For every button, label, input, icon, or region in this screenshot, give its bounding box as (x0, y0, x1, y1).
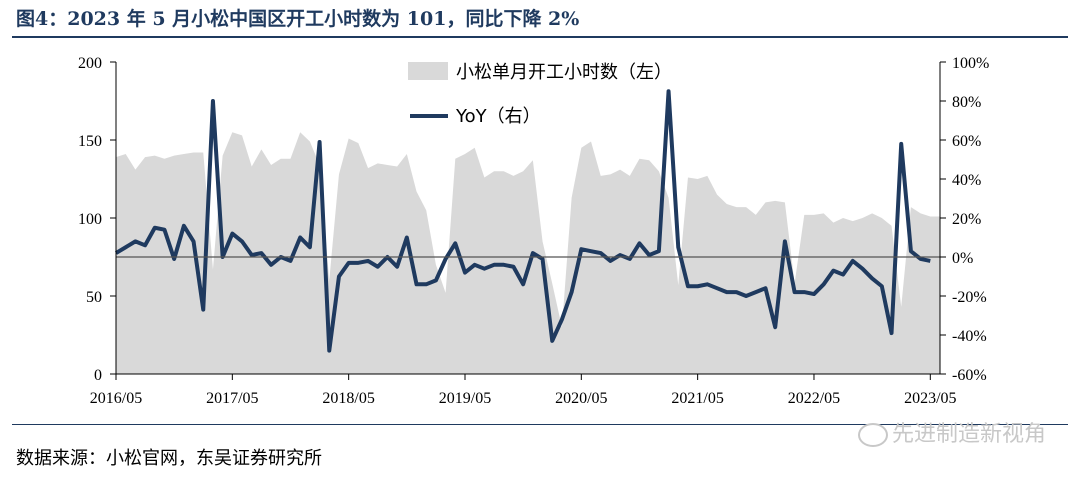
line-layer (114, 89, 931, 353)
legend: 小松单月开工小时数（左） YoY（右） (408, 62, 672, 127)
left-tick-label: 50 (86, 289, 102, 306)
x-tick-label: 2017/05 (206, 390, 258, 407)
right-tick-label: 80% (952, 94, 981, 111)
right-tick-label: 20% (952, 211, 981, 228)
x-tick-label: 2018/05 (322, 390, 374, 407)
watermark: 先进制造新视角 (857, 416, 1046, 448)
area-layer (116, 132, 940, 374)
x-tick-label: 2023/05 (904, 390, 956, 407)
right-tick-label: 60% (952, 133, 981, 150)
title-rule (12, 36, 1068, 38)
left-tick-label: 100 (78, 211, 102, 228)
right-tick-label: 100% (952, 55, 989, 72)
wechat-icon (857, 423, 888, 447)
right-tick-label: 0% (952, 250, 973, 267)
right-tick-label: -60% (952, 367, 987, 384)
right-tick-label: -40% (952, 328, 987, 345)
legend-label-line: YoY（右） (455, 106, 541, 127)
right-tick-label: -20% (952, 289, 987, 306)
x-tick-label: 2020/05 (555, 390, 607, 407)
watermark-text: 先进制造新视角 (891, 422, 1046, 447)
left-tick-label: 0 (94, 367, 102, 384)
legend-label-area: 小松单月开工小时数（左） (456, 62, 672, 83)
area-series-hours (116, 132, 940, 374)
left-tick-label: 150 (78, 133, 102, 150)
x-tick-label: 2016/05 (90, 390, 142, 407)
source-note: 数据来源：小松官网，东吴证券研究所 (16, 448, 322, 469)
right-tick-label: 40% (952, 172, 981, 189)
x-tick-label: 2019/05 (439, 390, 491, 407)
x-tick-label: 2021/05 (671, 390, 723, 407)
line-series-yoy (114, 89, 931, 353)
x-tick-label: 2022/05 (788, 390, 840, 407)
chart: 0 50 100 150 200 -60% -40% -20% 0% 20% 40% 60% 80% 10… (78, 55, 989, 407)
footer-rule (12, 424, 1068, 425)
figure-title: 图4：2023 年 5 月小松中国区开工小时数为 101，同比下降 2% (16, 8, 580, 30)
left-tick-label: 200 (78, 55, 102, 72)
axis-layer: 0 50 100 150 200 -60% -40% -20% 0% 20% 40% 60% 80% 10… (78, 55, 989, 407)
legend-swatch-area (408, 62, 448, 80)
